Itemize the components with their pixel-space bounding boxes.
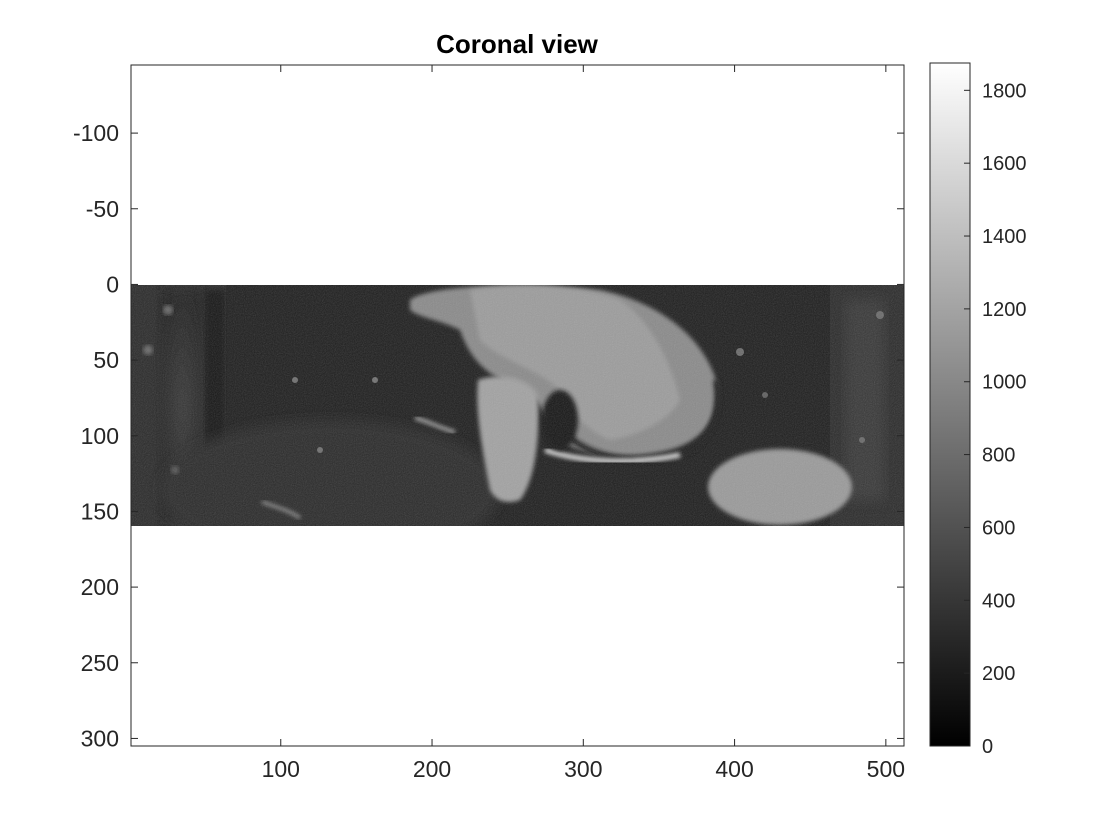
- mri-image: [131, 285, 904, 526]
- colorbar-ticks: 0 200 400 600 800 1000 1200 1400 1600 1800: [964, 80, 1027, 758]
- y-tick-label: 250: [81, 650, 119, 676]
- colorbar-tick-label: 800: [982, 445, 1015, 467]
- colorbar-tick-label: 1600: [982, 153, 1027, 175]
- y-axis: -100 -50 0 50 100 150 200 250 300: [73, 120, 904, 751]
- axes-box: [130, 64, 905, 747]
- colorbar-tick-label: 1800: [982, 80, 1027, 102]
- y-tick-label: 0: [106, 271, 119, 297]
- y-tick-label: -100: [73, 120, 119, 146]
- y-tick-label: 100: [81, 423, 119, 449]
- x-tick-label: 200: [413, 756, 451, 782]
- colorbar-tick-label: 400: [982, 590, 1015, 612]
- colorbar-tick-label: 200: [982, 663, 1015, 685]
- y-tick-label: 200: [81, 574, 119, 600]
- chart-title: Coronal view: [436, 29, 599, 59]
- colorbar-tick-label: 1200: [982, 299, 1027, 321]
- y-tick-label: 150: [81, 498, 119, 524]
- x-tick-label: 500: [867, 756, 905, 782]
- colorbar: [929, 62, 971, 747]
- colorbar-tick-label: 600: [982, 517, 1015, 539]
- y-tick-label: 50: [93, 347, 119, 373]
- x-tick-label: 100: [262, 756, 300, 782]
- x-tick-label: 300: [564, 756, 602, 782]
- colorbar-tick-label: 1400: [982, 226, 1027, 248]
- x-tick-label: 400: [715, 756, 753, 782]
- y-tick-label: -50: [86, 196, 119, 222]
- y-tick-label: 300: [81, 725, 119, 751]
- x-axis: 100 200 300 400 500: [262, 65, 905, 782]
- colorbar-tick-label: 1000: [982, 372, 1027, 394]
- colorbar-tick-label: 0: [982, 736, 993, 758]
